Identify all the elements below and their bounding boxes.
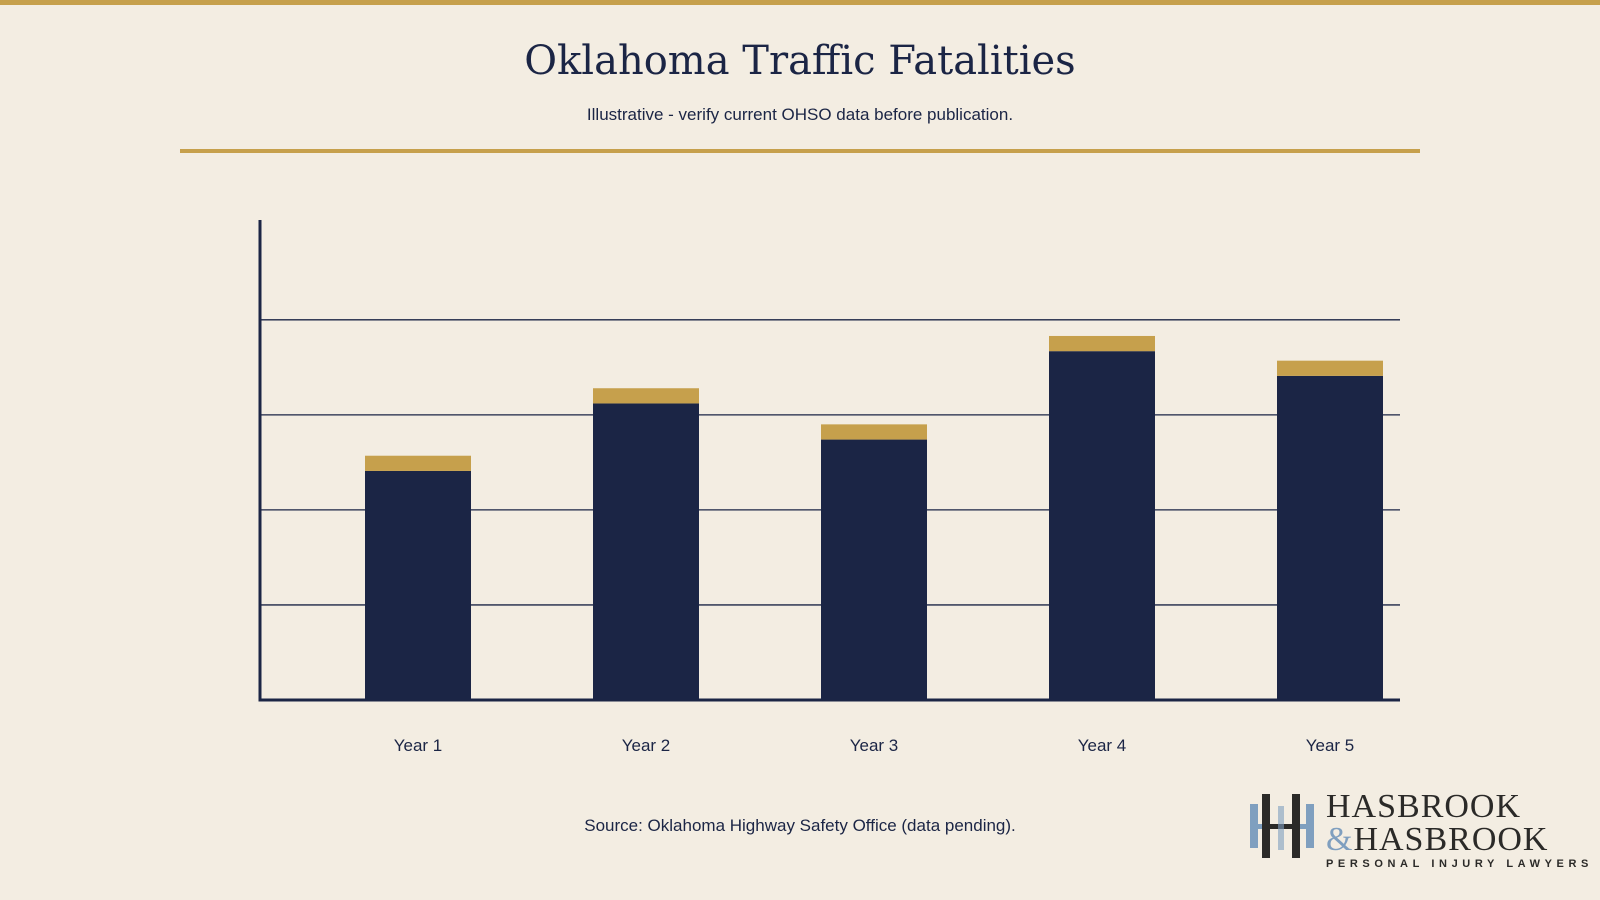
logo-tagline: PERSONAL INJURY LAWYERS (1326, 858, 1593, 870)
bar-segment-main (593, 403, 699, 700)
firm-logo: HASBROOK &HASBROOK PERSONAL INJURY LAWYE… (1248, 788, 1588, 872)
bar-segment-main (1049, 351, 1155, 700)
bar-segment-cap (593, 388, 699, 404)
x-tick-label: Year 3 (850, 736, 899, 755)
logo-ampersand: & (1326, 821, 1354, 858)
x-tick-label: Year 1 (394, 736, 443, 755)
x-tick-label: Year 5 (1306, 736, 1355, 755)
bar-segment-main (365, 470, 471, 700)
logo-line2: &HASBROOK (1326, 823, 1549, 857)
bar-segment-cap (365, 455, 471, 471)
chart-subtitle: Illustrative - verify current OHSO data … (586, 105, 1014, 124)
x-tick-label: Year 4 (1078, 736, 1127, 755)
chart-title: Oklahoma Traffic Fatalities (524, 38, 1076, 84)
title-divider (180, 149, 1420, 153)
hh-monogram-icon (1250, 794, 1314, 858)
bar-segment-cap (1277, 360, 1383, 376)
bar-segment-main (821, 439, 927, 700)
x-tick-label: Year 2 (622, 736, 671, 755)
bar-segment-cap (821, 424, 927, 440)
logo-line2-text: HASBROOK (1353, 821, 1549, 858)
top-accent-bar (0, 0, 1600, 5)
logo-line1: HASBROOK (1326, 788, 1522, 825)
bar-segment-main (1277, 375, 1383, 700)
source-note: Source: Oklahoma Highway Safety Office (… (584, 816, 1016, 835)
bar-segment-cap (1049, 335, 1155, 352)
